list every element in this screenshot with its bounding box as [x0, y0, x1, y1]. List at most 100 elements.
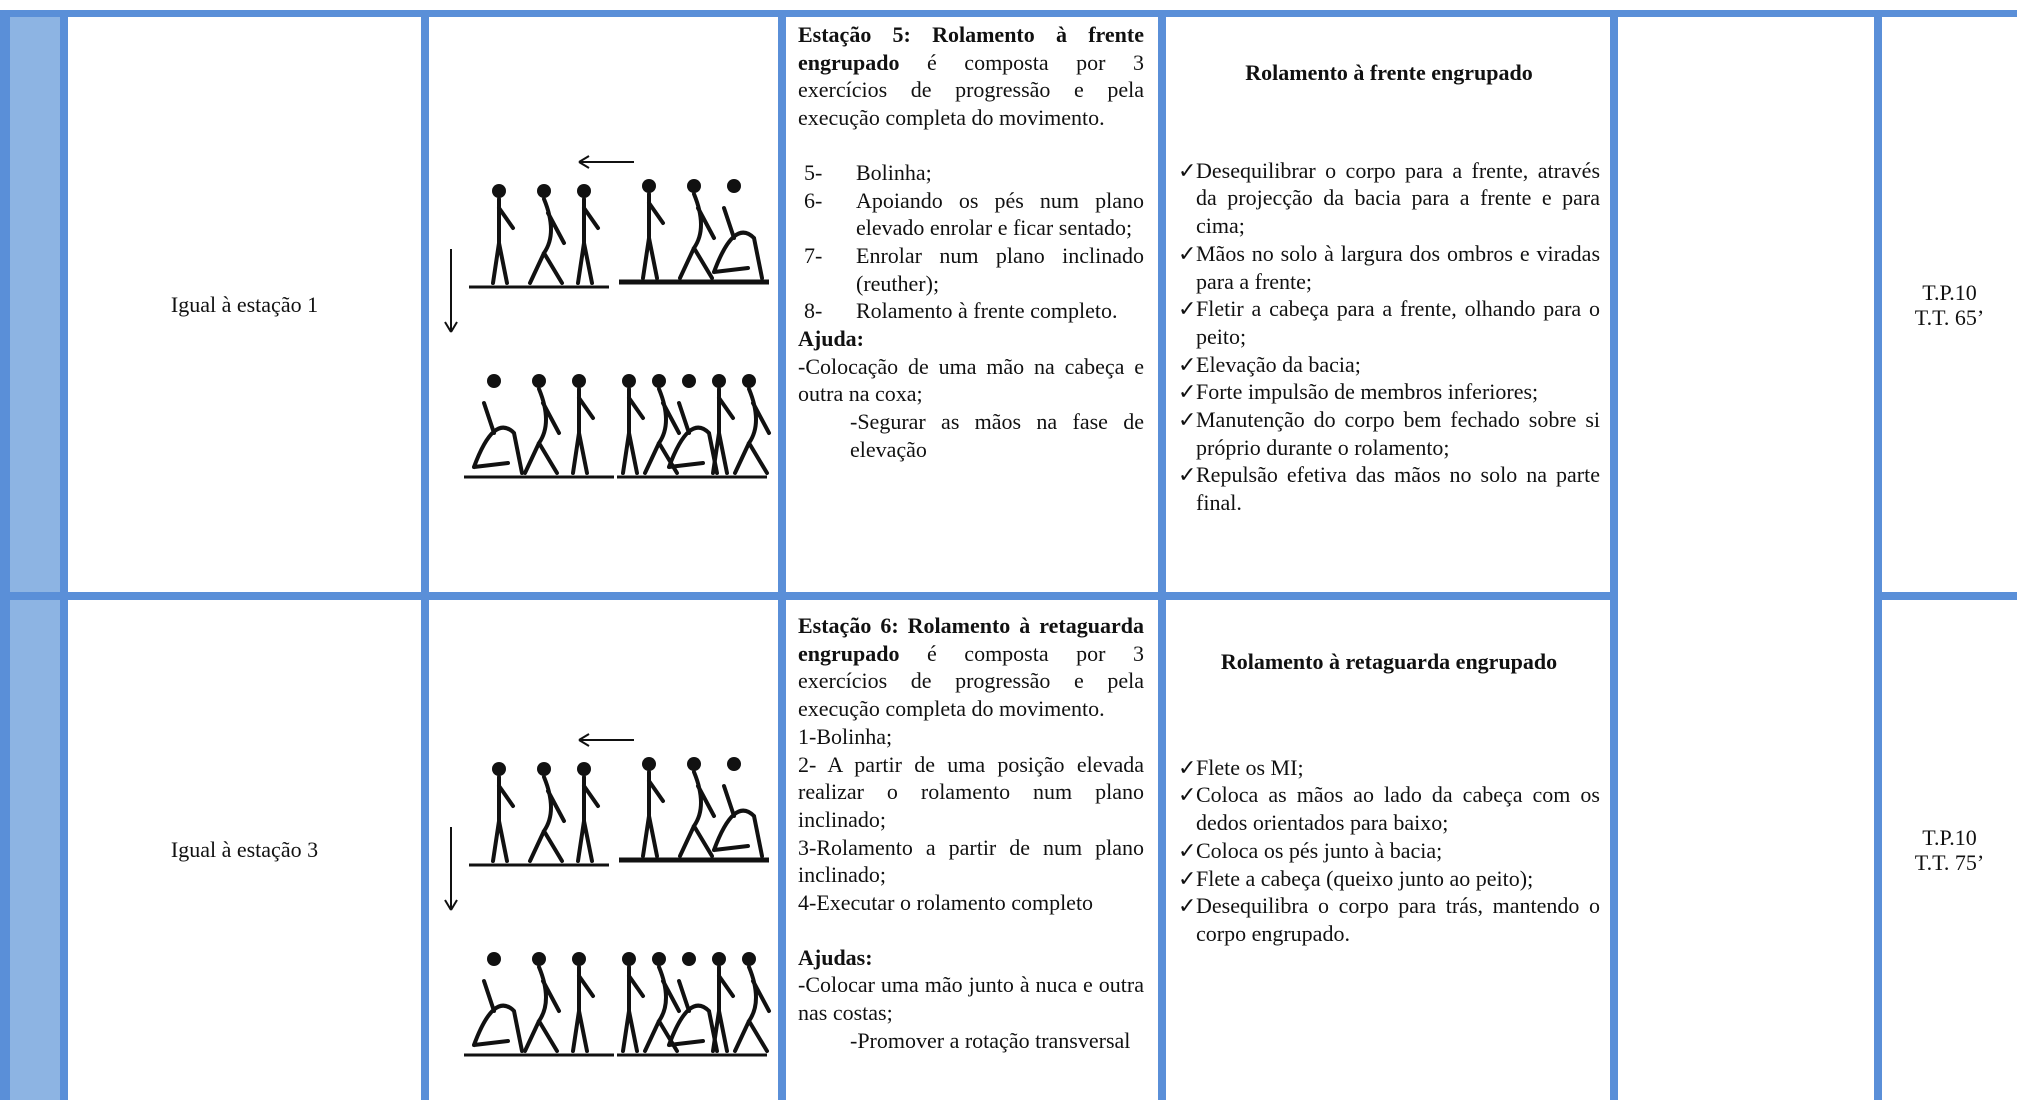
- check-mark: ✓: [1178, 893, 1197, 919]
- drawing: [537, 184, 551, 198]
- drawing: [652, 374, 666, 388]
- criteria-item: ✓ Desequilibra o corpo para trás, mantend…: [1178, 892, 1600, 947]
- criteria-cell: Rolamento à retaguarda engrupado ✓ Flete o…: [1166, 600, 1610, 1100]
- time: T.P.10 T.T. 65’: [1915, 280, 1984, 330]
- check-mark: ✓: [1178, 157, 1197, 183]
- drawing: [621, 374, 771, 475]
- description: Igual à estação 1: [170, 291, 319, 317]
- drawing-stroke: [711, 965, 735, 1053]
- drawing-stroke: [444, 827, 458, 911]
- drawing-stroke: [472, 979, 524, 1053]
- criteria-text: Desequilibra o corpo para trás, mantendo…: [1196, 893, 1600, 946]
- drawing-stroke: [667, 401, 719, 475]
- criteria-text: Coloca as mãos ao lado da cabeça com os …: [1196, 782, 1600, 836]
- drawing-stroke: [733, 965, 771, 1053]
- drawing: [487, 374, 501, 388]
- check-mark: ✓: [1178, 351, 1197, 377]
- drawing-stroke: [523, 387, 561, 475]
- drawing: [472, 374, 595, 475]
- station-text: é composta por 3 exercícios de progressã…: [798, 640, 1144, 722]
- drawing: [537, 762, 551, 776]
- drawing-stroke: [678, 192, 716, 280]
- step-text: 4-Executar o rolamento completo: [798, 890, 1094, 916]
- drawing-stroke: [678, 770, 716, 858]
- step-text: Rolamento à frente completo.: [856, 298, 1118, 324]
- time-cell: T.P.10 T.T. 75’: [1882, 600, 2017, 1100]
- check-mark: ✓: [1178, 754, 1197, 780]
- criteria-title: Rolamento à frente engrupado: [1245, 60, 1533, 85]
- drawing: [652, 952, 666, 966]
- drawing-stroke: [472, 401, 524, 475]
- drawing: [492, 184, 506, 198]
- check-mark: ✓: [1178, 240, 1197, 266]
- check-mark: ✓: [1178, 837, 1197, 863]
- drawing-stroke: [528, 197, 566, 285]
- step: 3-Rolamento a partir de num plano inclin…: [798, 834, 1144, 889]
- drawing-stroke: [643, 387, 681, 475]
- help-item: -Colocar uma mão junto à nuca e outra na…: [798, 972, 1144, 1026]
- station-text: é composta por 3 exercícios de progressã…: [798, 49, 1144, 131]
- step-text: Bolinha;: [856, 159, 932, 185]
- drawing-stroke: [643, 965, 681, 1053]
- criteria-item: ✓ Mãos no solo à largura dos ombros e vir…: [1178, 240, 1600, 295]
- drawing: [492, 762, 506, 776]
- criteria-item: ✓ Flete os MI;: [1178, 754, 1600, 782]
- check-mark: ✓: [1178, 865, 1197, 891]
- time-line: T.P.10: [1922, 825, 1977, 850]
- help-title: Ajuda:: [798, 326, 865, 352]
- drawing: [712, 374, 726, 388]
- step-number: 8-: [804, 298, 823, 324]
- criteria-text: Forte impulsão de membros inferiores;: [1196, 379, 1539, 405]
- criteria-text: Coloca os pés junto à bacia;: [1196, 837, 1443, 863]
- step-number: 7-: [804, 242, 823, 268]
- criteria-list: ✓ Flete os MI; ✓ Coloca as mãos ao lado da …: [1178, 754, 1600, 948]
- drawing: [742, 374, 756, 388]
- drawing: [572, 374, 586, 388]
- criteria-text: Repulsão efetiva das mãos no solo na par…: [1196, 462, 1600, 516]
- lesson-table: Igual à estação 1 Estação 5: Rolamento à …: [0, 10, 2017, 1100]
- time-line: T.T. 75’: [1914, 850, 1985, 875]
- step: 7- Enrolar num plano inclinado (reuther);: [798, 242, 1144, 297]
- drawing: [642, 179, 656, 193]
- step: 6- Apoiando os pés num plano elevado enro…: [798, 187, 1144, 242]
- illustration: [444, 155, 771, 479]
- check-mark: ✓: [1178, 379, 1197, 405]
- drawing: [532, 374, 546, 388]
- time: T.P.10 T.T. 75’: [1915, 825, 1984, 875]
- step-text: Enrolar num plano inclinado (reuther);: [856, 242, 1144, 296]
- spacer: [798, 132, 1144, 159]
- drawing: [532, 952, 546, 966]
- drawing: [621, 952, 771, 1053]
- check-mark: ✓: [1178, 296, 1197, 322]
- drawing-stroke: [576, 197, 600, 285]
- drawing-stroke: [578, 155, 634, 169]
- drawing: [491, 762, 600, 863]
- drawing: [572, 952, 586, 966]
- drawing-stroke: [641, 770, 665, 858]
- drawing: [682, 952, 696, 966]
- criteria-cell: Rolamento à frente engrupado ✓ Desequilibr…: [1166, 17, 1610, 592]
- criteria-item: ✓ Elevação da bacia;: [1178, 351, 1600, 379]
- criteria-item: ✓ Repulsão efetiva das mãos no solo na pa…: [1178, 461, 1600, 516]
- drawing-stroke: [571, 965, 595, 1053]
- time-cell: T.P.10 T.T. 65’: [1882, 17, 2017, 592]
- step: 8- Rolamento à frente completo.: [798, 297, 1144, 325]
- criteria-item: ✓ Coloca os pés junto à bacia;: [1178, 837, 1600, 865]
- empty-cell: [1618, 17, 1874, 1100]
- drawing: [487, 952, 501, 966]
- criteria-text: Flete os MI;: [1196, 754, 1304, 780]
- check-mark: ✓: [1178, 407, 1197, 433]
- check-mark: ✓: [1178, 462, 1197, 488]
- drawing-stroke: [712, 206, 764, 280]
- criteria-list: ✓ Desequilibrar o corpo para a frente, at…: [1178, 157, 1600, 517]
- drawing: [641, 757, 764, 858]
- criteria-item: ✓ Fletir a cabeça para a frente, olhando …: [1178, 295, 1600, 350]
- drawing: [577, 762, 591, 776]
- criteria-item: ✓ Forte impulsão de membros inferiores;: [1178, 378, 1600, 406]
- drawing: [472, 952, 595, 1053]
- step-text: 3-Rolamento a partir de num plano inclin…: [798, 834, 1144, 888]
- check-mark: ✓: [1178, 782, 1197, 808]
- drawing-stroke: [523, 965, 561, 1053]
- drawing: [687, 757, 701, 771]
